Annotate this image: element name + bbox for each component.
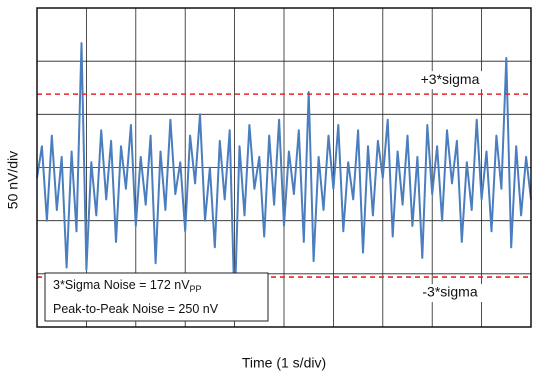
annotation: Peak-to-Peak Noise = 250 nV (53, 302, 219, 316)
annotation-subscript: PP (190, 284, 202, 294)
plot-border (36, 7, 532, 328)
annotation: 3*Sigma Noise = 172 nVPP (53, 278, 202, 294)
sigma-label: +3*sigma (421, 71, 480, 87)
sigma-label-bg (405, 71, 493, 90)
y-axis-label: 50 nV/div (5, 151, 21, 209)
annotation-box (44, 272, 269, 322)
annotation-text: Peak-to-Peak Noise = 250 nV (53, 302, 219, 316)
x-axis-label: Time (1 s/div) (242, 355, 326, 371)
noise-line (36, 42, 532, 310)
sigma-label-bg (405, 284, 493, 303)
sigma-label: -3*sigma (422, 284, 477, 300)
annotation-text: 3*Sigma Noise = 172 nV (53, 278, 190, 292)
